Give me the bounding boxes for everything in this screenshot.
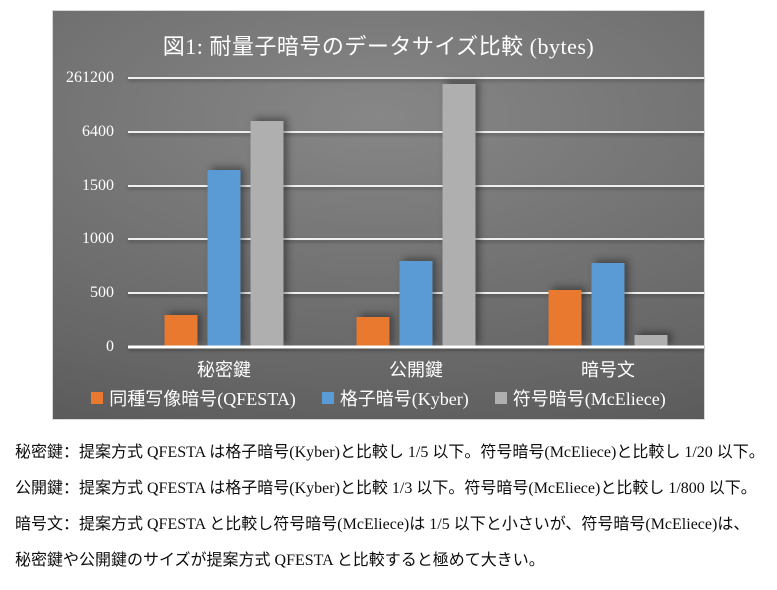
- y-tick-label: 500: [90, 284, 114, 302]
- note-line: 秘密鍵や公開鍵のサイズが提案方式 QFESTA と比較すると極めて大きい。: [15, 552, 545, 569]
- legend-item: 同種写像暗号(QFESTA): [91, 385, 296, 411]
- note-line: 暗号文：提案方式 QFESTA と比較し符号暗号(McEliece)は 1/5 …: [15, 516, 750, 533]
- legend-label: 同種写像暗号(QFESTA): [109, 389, 296, 409]
- legend-label: 格子暗号(Kyber): [339, 389, 469, 409]
- note-line: 公開鍵：提案方式 QFESTA は格子暗号(Kyber)と比較 1/3 以下。符…: [15, 480, 757, 497]
- y-tick-label: 261200: [66, 69, 114, 86]
- bar: [548, 289, 582, 347]
- note-line: 秘密鍵：提案方式 QFESTA は格子暗号(Kyber)と比較し 1/5 以下。…: [15, 444, 765, 461]
- bar: [591, 262, 625, 347]
- category-label: 秘密鍵: [197, 360, 251, 380]
- bar: [399, 260, 433, 347]
- bar-group: [356, 78, 476, 347]
- bar: [356, 316, 390, 347]
- gridline: [128, 238, 704, 241]
- legend-item: 格子暗号(Kyber): [321, 385, 469, 411]
- y-tick-label: 6400: [82, 122, 114, 140]
- bar-group: [548, 78, 668, 347]
- gridline: [128, 77, 704, 79]
- category-label: 暗号文: [581, 360, 635, 380]
- x-axis-line: [128, 345, 704, 349]
- y-tick-label: 0: [106, 338, 114, 355]
- y-tick-label: 1000: [82, 230, 114, 248]
- legend: 同種写像暗号(QFESTA) 格子暗号(Kyber) 符号暗号(McEliece): [53, 385, 704, 411]
- bar: [250, 121, 284, 347]
- bar: [442, 83, 476, 347]
- chart-title: 図1: 耐量子暗号のデータサイズ比較 (bytes): [162, 34, 595, 59]
- gridline: [128, 130, 704, 133]
- legend-swatch-icon: [494, 392, 507, 404]
- legend-swatch-icon: [321, 392, 334, 404]
- bar: [164, 315, 198, 347]
- chart: 図1: 耐量子暗号のデータサイズ比較 (bytes) 0 500 1000 1500 6…: [52, 10, 705, 420]
- category-label: 公開鍵: [389, 360, 443, 380]
- bar: [634, 334, 668, 347]
- gridline: [128, 184, 704, 187]
- bar: [207, 170, 241, 347]
- legend-label: 符号暗号(McEliece): [512, 389, 666, 409]
- notes-block: 秘密鍵：提案方式 QFESTA は格子暗号(Kyber)と比較し 1/5 以下。…: [15, 442, 769, 586]
- legend-swatch-icon: [91, 392, 104, 404]
- legend-item: 符号暗号(McEliece): [494, 385, 666, 411]
- y-tick-label: 1500: [82, 176, 114, 194]
- bar-group: [164, 78, 284, 347]
- plot-area: 0 500 1000 1500 6400 261200 秘密鍵 公開鍵 暗号文: [66, 70, 704, 380]
